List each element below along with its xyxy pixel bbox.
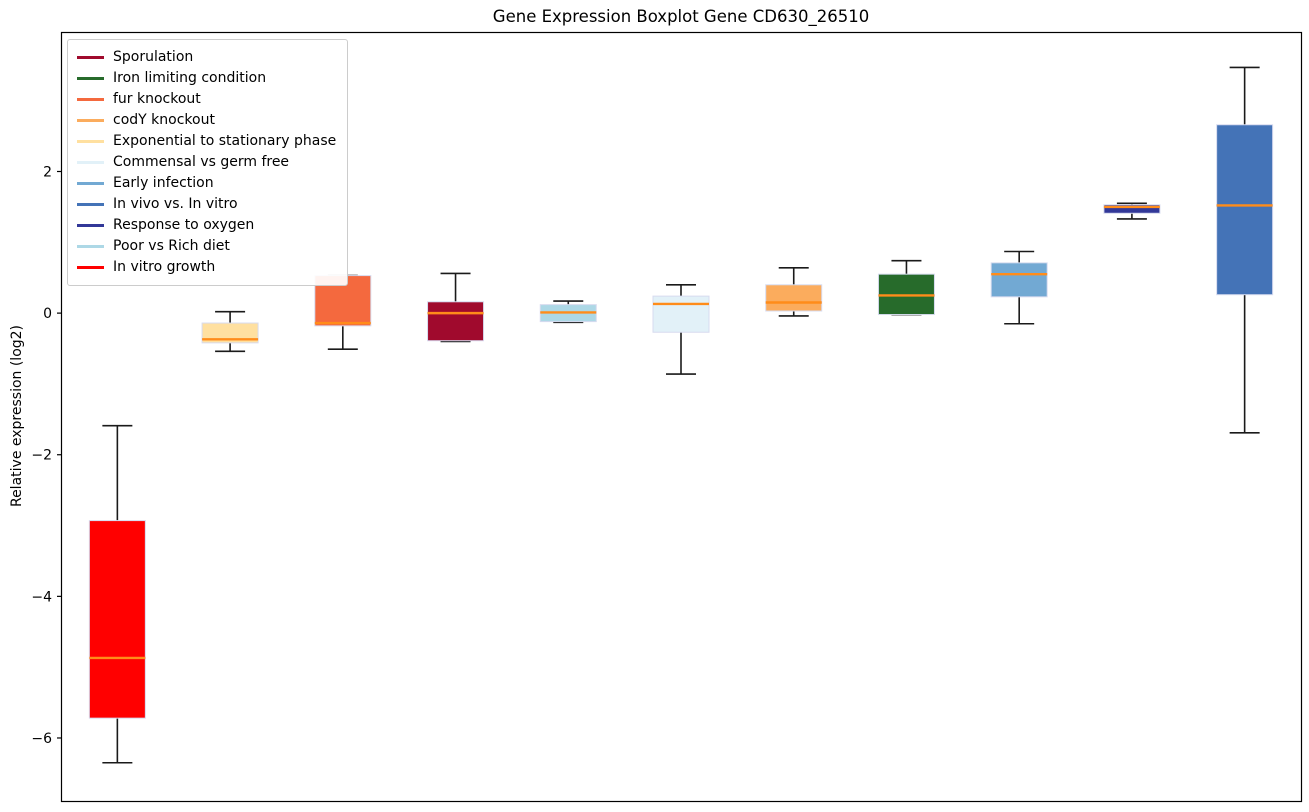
box-body: [427, 301, 485, 342]
box-body: [88, 520, 146, 719]
y-tick-label: −4: [31, 589, 52, 605]
legend-item-cody-knockout: codY knockout: [77, 110, 336, 131]
legend-item-label: In vitro growth: [113, 259, 216, 275]
box-iron-limiting-condition: [877, 259, 935, 316]
legend-item-in-vivo-vs-in-vitro: In vivo vs. In vitro: [77, 194, 336, 215]
legend-item-label: codY knockout: [113, 112, 215, 128]
legend-item-early-infection: Early infection: [77, 173, 336, 194]
y-tick-label: −6: [31, 731, 52, 747]
legend-swatch: [77, 266, 104, 269]
legend-swatch: [77, 203, 104, 206]
legend-item-label: Commensal vs germ free: [113, 154, 290, 170]
legend-item-fur-knockout: fur knockout: [77, 89, 336, 110]
box-in-vivo-vs-in-vitro: [1216, 66, 1274, 434]
legend-swatch: [77, 98, 104, 101]
box-sporulation: [427, 272, 485, 343]
legend-item-exponential-to-stationary-phase: Exponential to stationary phase: [77, 131, 336, 152]
box-body: [1216, 124, 1274, 296]
legend-swatch: [77, 119, 104, 122]
legend-swatch: [77, 56, 104, 59]
chart-title: Gene Expression Boxplot Gene CD630_26510: [492, 7, 870, 26]
axes-frame: [60, 31, 1303, 803]
legend-item-label: Poor vs Rich diet: [113, 238, 230, 254]
box-response-to-oxygen: [1103, 202, 1161, 220]
legend-item-label: Early infection: [113, 175, 214, 191]
legend-item-label: Response to oxygen: [113, 217, 255, 233]
legend-item-response-to-oxygen: Response to oxygen: [77, 215, 336, 236]
legend-item-label: In vivo vs. In vitro: [113, 196, 238, 212]
legend-swatch: [77, 140, 104, 143]
legend: Sporulation Iron limiting condition fur kn…: [67, 39, 349, 286]
box-cody-knockout: [765, 266, 823, 317]
y-tick-label: 2: [43, 164, 52, 180]
legend-item-commensal-vs-germ-free: Commensal vs germ free: [77, 152, 336, 173]
box-body: [765, 284, 823, 312]
legend-item-label: Exponential to stationary phase: [113, 133, 337, 149]
box-in-vitro-growth: [88, 424, 146, 764]
legend-swatch: [77, 182, 104, 185]
legend-item-label: Iron limiting condition: [113, 70, 267, 86]
box-body: [1103, 204, 1161, 214]
box-fur-knockout: [314, 274, 372, 351]
box-early-infection: [990, 250, 1048, 325]
box-commensal-vs-germ-free: [652, 283, 710, 375]
legend-swatch: [77, 161, 104, 164]
y-tick-label: −2: [31, 448, 52, 464]
box-body: [652, 295, 710, 333]
legend-item-label: fur knockout: [113, 91, 201, 107]
legend-swatch: [77, 224, 104, 227]
legend-item-sporulation: Sporulation: [77, 47, 336, 68]
box-poor-vs-rich-diet: [539, 300, 597, 324]
legend-item-in-vitro-growth: In vitro growth: [77, 257, 336, 278]
y-tick-label: 0: [43, 306, 52, 322]
legend-item-poor-vs-rich-diet: Poor vs Rich diet: [77, 236, 336, 257]
box-body: [990, 262, 1048, 298]
legend-item-iron-limiting-condition: Iron limiting condition: [77, 68, 336, 89]
box-body: [201, 322, 259, 344]
legend-swatch: [77, 245, 104, 248]
legend-swatch: [77, 77, 104, 80]
legend-item-label: Sporulation: [113, 49, 194, 65]
box-exponential-to-stationary-phase: [201, 310, 259, 353]
